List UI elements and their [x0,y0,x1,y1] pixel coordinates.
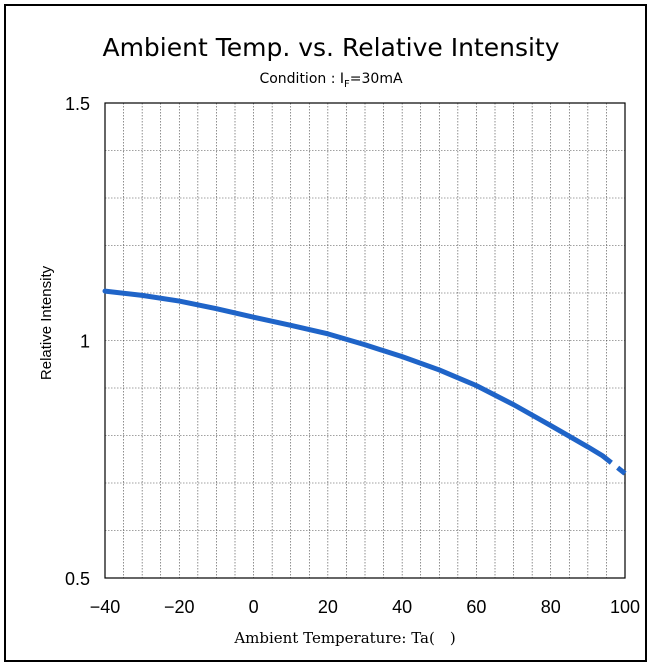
grid [105,103,625,578]
series-line [102,288,606,459]
x-tick-label: −20 [164,597,195,617]
x-tick-label: 80 [541,597,561,617]
series-layer [102,288,627,476]
x-tick-labels: −40 −20 0 20 40 60 80 100 [90,597,640,617]
x-tick-label: 60 [466,597,486,617]
x-tick-label: 0 [249,597,259,617]
x-tick-label: 20 [318,597,338,617]
y-tick-label: 1 [80,332,90,352]
chart-subtitle: Condition : IF=30mA [259,71,403,90]
plot-area-border [104,102,626,579]
x-tick-label: −40 [90,597,121,617]
x-tick-label: 40 [392,597,412,617]
y-tick-label: 1.5 [65,94,90,114]
y-tick-label: 0.5 [65,569,90,589]
chart-title: Ambient Temp. vs. Relative Intensity [102,33,559,62]
x-tick-label: 100 [610,597,640,617]
y-axis-label: Relative Intensity [38,265,55,380]
y-tick-labels: 0.5 1 1.5 [65,94,90,589]
series-line-dashed [601,453,627,476]
x-axis-label: Ambient Temperature: Ta( ) [233,629,455,647]
